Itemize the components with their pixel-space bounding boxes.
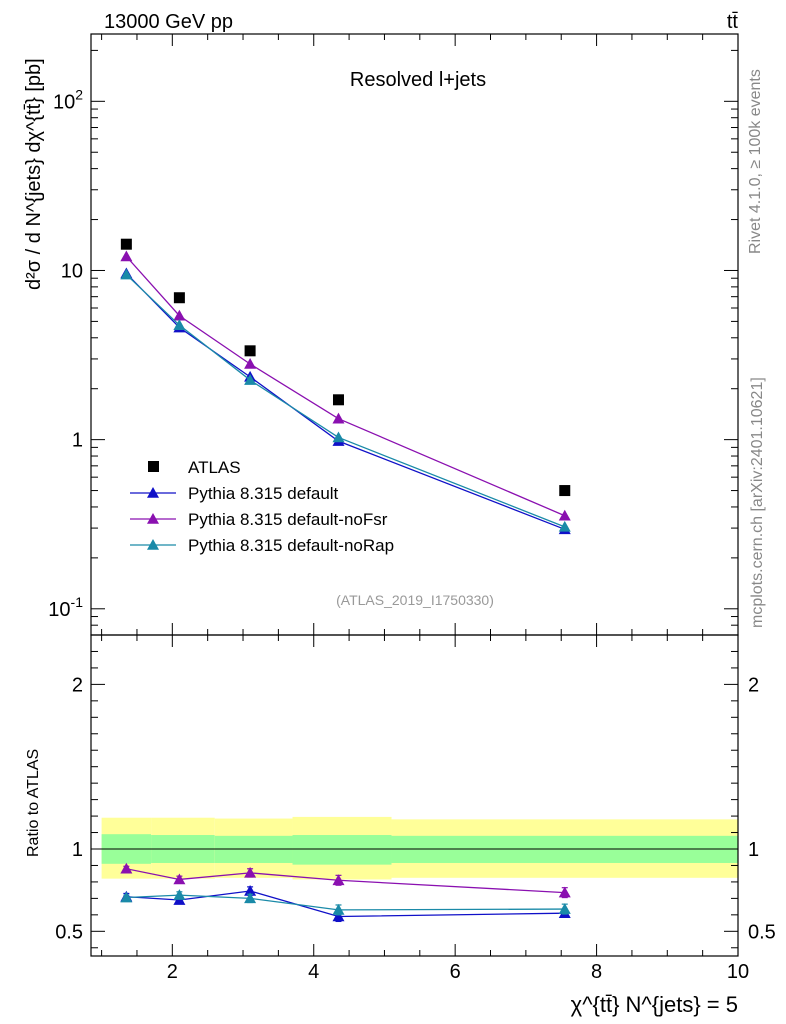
x-axis-label: χ^{tt̄} N^{jets} = 5 xyxy=(571,992,738,1017)
x-tick-label: 6 xyxy=(450,961,461,983)
series-point-1 xyxy=(120,250,133,262)
chart-title: Resolved l+jets xyxy=(350,69,486,91)
ratio-point-1 xyxy=(558,886,571,898)
energy-label: 13000 GeV pp xyxy=(104,11,233,33)
data-point xyxy=(559,485,571,497)
ratio-tick-label-left: 1 xyxy=(72,839,83,861)
data-point xyxy=(120,238,132,250)
ratio-panel: 2 4 6 8 10 0.5 0.5 1 1 2 2 xyxy=(55,634,776,983)
process-label: tt̄ xyxy=(727,11,739,33)
ratio-line-2 xyxy=(126,894,565,911)
legend-label-0: Pythia 8.315 default xyxy=(188,484,339,503)
data-point xyxy=(332,394,344,406)
ratio-tick-label-right: 1 xyxy=(748,839,759,861)
series-point-2 xyxy=(332,431,345,443)
legend: ATLAS Pythia 8.315 default Pythia 8.315 de… xyxy=(130,458,394,555)
analysis-id-label: (ATLAS_2019_I1750330) xyxy=(336,592,494,608)
ratio-point-2 xyxy=(332,903,345,915)
series-point-2 xyxy=(120,268,133,280)
ratio-point-1 xyxy=(120,862,133,874)
legend-marker-atlas xyxy=(148,461,159,472)
ratio-point-1 xyxy=(244,866,257,878)
ratio-tick-label-right: 0.5 xyxy=(748,921,776,943)
ratio-point-0 xyxy=(244,884,257,896)
legend-label-2: Pythia 8.315 default-noRap xyxy=(188,536,394,555)
data-point xyxy=(244,345,256,357)
legend-label-atlas: ATLAS xyxy=(188,458,241,477)
ratio-y-axis-label: Ratio to ATLAS xyxy=(25,749,42,857)
y-axis-label: d²σ / d N^{jets} dχ^{tt̄} [pb] xyxy=(23,58,45,290)
mcplots-label: mcplots.cern.ch [arXiv:2401.10621] xyxy=(749,377,766,628)
legend-marker-2 xyxy=(147,539,159,550)
series-point-1 xyxy=(558,509,571,521)
y-tick-label: 10-1 xyxy=(48,594,83,621)
ratio-point-2 xyxy=(244,892,257,904)
rivet-version-label: Rivet 4.1.0, ≥ 100k events xyxy=(747,69,764,254)
series-point-1 xyxy=(244,357,257,369)
ratio-point-2 xyxy=(120,891,133,903)
ratio-point-2 xyxy=(173,889,186,900)
x-tick-label: 10 xyxy=(727,961,749,983)
series-point-1 xyxy=(332,412,345,424)
series-point-2 xyxy=(173,319,186,330)
x-tick-label: 4 xyxy=(308,961,319,983)
ratio-tick-label-right: 2 xyxy=(748,674,759,696)
ratio-point-0 xyxy=(332,910,345,922)
series-point-2 xyxy=(558,520,571,532)
y-tick-label: 10 xyxy=(61,260,83,282)
ratio-line-0 xyxy=(126,890,565,918)
y-tick-label: 102 xyxy=(53,86,83,113)
ratio-point-1 xyxy=(332,874,345,886)
series-point-1 xyxy=(173,309,186,321)
legend-label-1: Pythia 8.315 default-noFsr xyxy=(188,510,388,529)
y-tick-label: 1 xyxy=(72,430,83,452)
ratio-point-1 xyxy=(173,873,186,885)
series-point-2 xyxy=(244,374,257,385)
legend-marker-0 xyxy=(147,487,159,498)
inner-band-3 xyxy=(292,835,392,865)
x-tick-label: 8 xyxy=(591,961,602,983)
x-tick-label: 2 xyxy=(167,961,178,983)
ratio-tick-label-left: 2 xyxy=(72,674,83,696)
data-point xyxy=(173,292,185,304)
ratio-tick-label-left: 0.5 xyxy=(55,921,83,943)
ratio-frame xyxy=(90,634,739,957)
legend-marker-1 xyxy=(147,513,159,524)
ratio-point-2 xyxy=(558,903,571,914)
